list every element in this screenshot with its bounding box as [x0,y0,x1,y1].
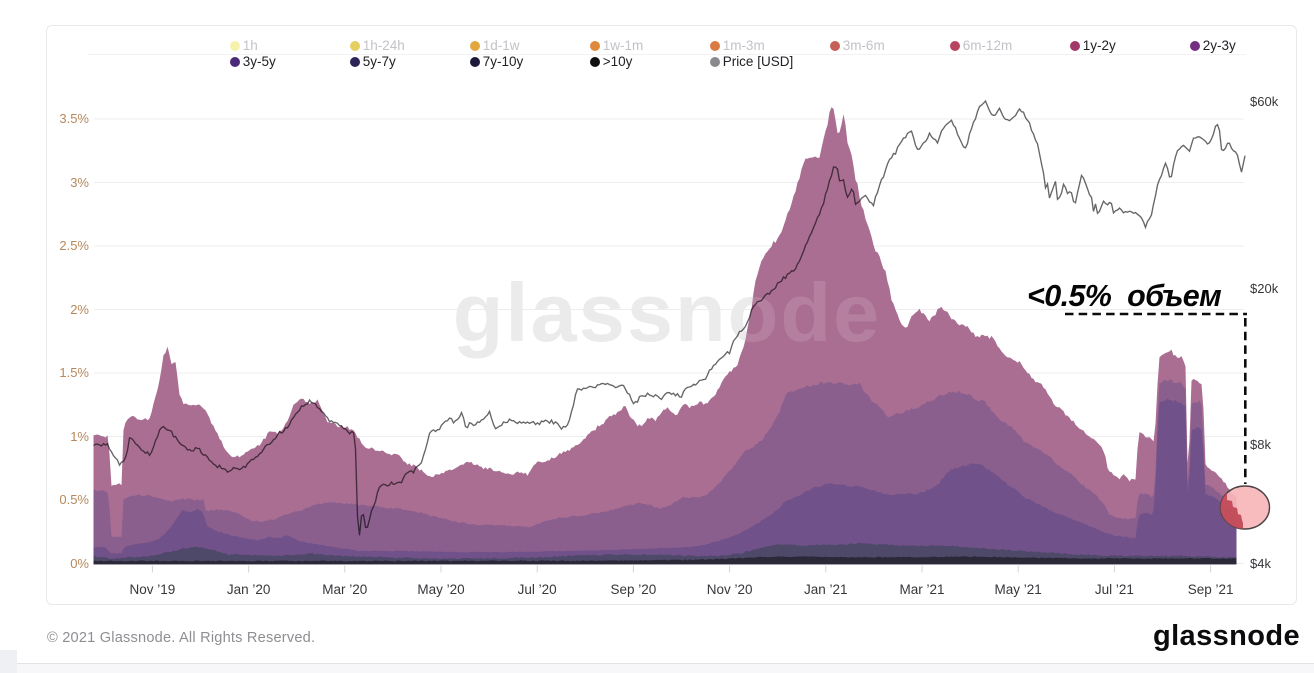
svg-text:glassnode: glassnode [453,266,882,359]
